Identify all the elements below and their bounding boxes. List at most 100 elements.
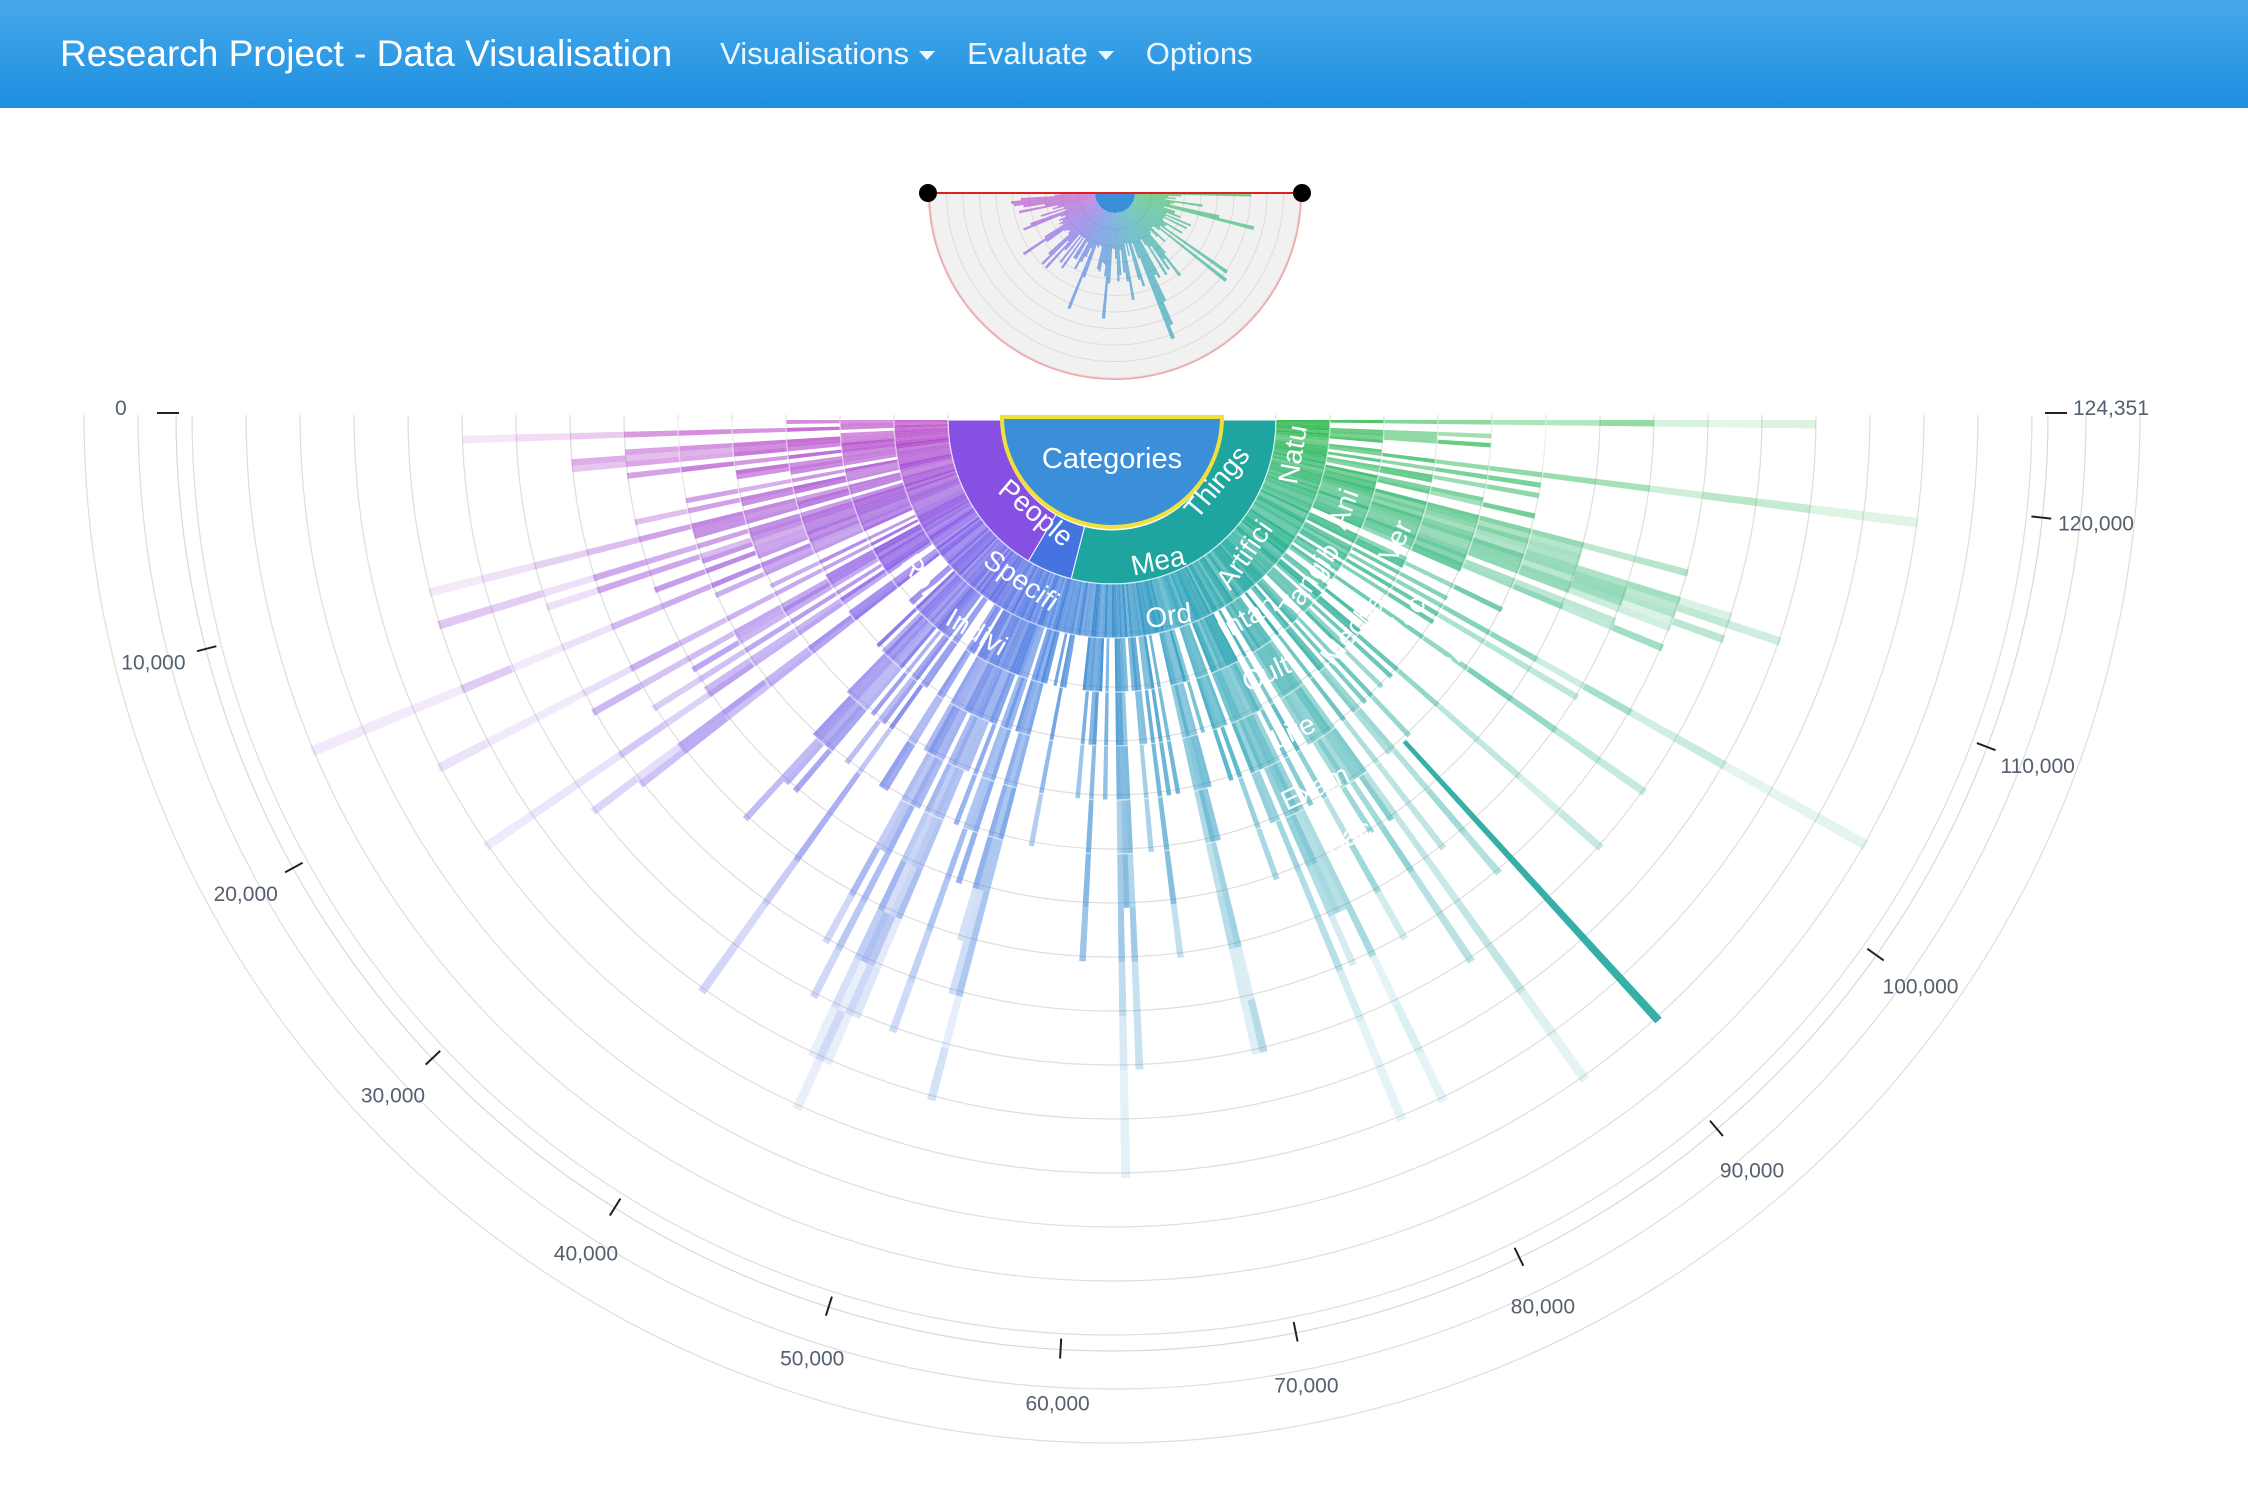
leaf-segment[interactable] xyxy=(585,536,640,557)
leaf-segment[interactable] xyxy=(1327,451,1382,463)
leaf-segment[interactable] xyxy=(895,623,935,667)
leaf-segment[interactable] xyxy=(1173,571,1197,622)
leaf-segment[interactable] xyxy=(902,464,955,483)
leaf-segment[interactable] xyxy=(839,569,887,602)
leaf-segment[interactable] xyxy=(1042,575,1062,628)
leaf-segment[interactable] xyxy=(1214,546,1251,590)
leaf-segment[interactable] xyxy=(1148,634,1162,689)
leaf-segment[interactable] xyxy=(624,446,680,456)
leaf-segment[interactable] xyxy=(729,902,768,951)
leaf-segment[interactable] xyxy=(1075,744,1085,799)
leaf-segment[interactable] xyxy=(1275,423,1330,428)
leaf-segment[interactable] xyxy=(1127,583,1136,637)
leaf-segment[interactable] xyxy=(1415,535,1468,560)
leaf-segment[interactable] xyxy=(1191,621,1215,674)
leaf-segment[interactable] xyxy=(1349,780,1385,829)
leaf-segment[interactable] xyxy=(821,543,872,572)
leaf-segment[interactable] xyxy=(901,463,955,480)
leaf-segment[interactable] xyxy=(945,525,988,563)
leaf-segment[interactable] xyxy=(812,695,854,738)
leaf-segment[interactable] xyxy=(969,544,1007,587)
leaf-segment[interactable] xyxy=(1266,472,1319,493)
leaf-segment[interactable] xyxy=(850,582,896,618)
leaf-segment[interactable] xyxy=(1159,632,1174,686)
leaf-segment[interactable] xyxy=(1413,539,1466,564)
leaf-segment[interactable] xyxy=(1416,531,1469,555)
leaf-segment[interactable] xyxy=(516,433,571,442)
leaf-segment[interactable] xyxy=(634,508,689,526)
leaf-segment[interactable] xyxy=(894,425,949,431)
leaf-segment[interactable] xyxy=(1462,563,1514,589)
leaf-segment[interactable] xyxy=(1009,621,1033,674)
leaf-segment[interactable] xyxy=(1101,583,1107,638)
leaf-segment[interactable] xyxy=(1311,504,1363,529)
leaf-segment[interactable] xyxy=(1184,624,1206,677)
leaf-segment[interactable] xyxy=(1324,587,1369,625)
leaf-segment[interactable] xyxy=(1322,857,1353,909)
leaf-segment[interactable] xyxy=(1157,687,1171,742)
leaf-segment[interactable] xyxy=(1201,556,1234,603)
leaf-segment[interactable] xyxy=(881,679,918,725)
leaf-segment[interactable] xyxy=(1275,420,1330,423)
leaf-segment[interactable] xyxy=(480,562,536,584)
leaf-segment[interactable] xyxy=(1250,506,1298,538)
leaf-segment[interactable] xyxy=(1477,739,1523,780)
leaf-segment[interactable] xyxy=(591,683,642,716)
leaf-segment[interactable] xyxy=(1189,563,1218,612)
leaf-segment[interactable] xyxy=(743,620,792,654)
leaf-segment[interactable] xyxy=(1267,764,1295,816)
leaf-segment[interactable] xyxy=(968,605,1000,653)
leaf-segment[interactable] xyxy=(1274,439,1329,449)
leaf-segment[interactable] xyxy=(1477,519,1531,540)
leaf-segment[interactable] xyxy=(733,447,788,457)
leaf-segment[interactable] xyxy=(1098,583,1105,638)
leaf-segment[interactable] xyxy=(1003,619,1028,671)
leaf-segment[interactable] xyxy=(1213,547,1249,592)
leaf-segment[interactable] xyxy=(1205,674,1228,727)
leaf-segment[interactable] xyxy=(1416,1051,1448,1104)
leaf-segment[interactable] xyxy=(1328,661,1368,705)
leaf-segment[interactable] xyxy=(1244,514,1290,549)
leaf-segment[interactable] xyxy=(1320,479,1374,498)
leaf-segment[interactable] xyxy=(1007,733,1027,787)
leaf-segment[interactable] xyxy=(1272,453,1326,468)
leaf-segment[interactable] xyxy=(854,908,884,961)
leaf-segment[interactable] xyxy=(1478,515,1533,535)
leaf-segment[interactable] xyxy=(1341,563,1389,596)
leaf-segment[interactable] xyxy=(942,522,986,559)
leaf-segment[interactable] xyxy=(1123,583,1131,638)
leaf-segment[interactable] xyxy=(1333,574,1381,609)
leaf-segment[interactable] xyxy=(1383,433,1438,440)
leaf-segment[interactable] xyxy=(917,494,967,522)
leaf-segment[interactable] xyxy=(1269,568,1312,608)
leaf-segment[interactable] xyxy=(1471,537,1525,560)
leaf-segment[interactable] xyxy=(1122,853,1130,908)
leaf-segment[interactable] xyxy=(1363,519,1416,543)
leaf-segment[interactable] xyxy=(1357,1019,1386,1073)
leaf-segment[interactable] xyxy=(1242,517,1287,553)
leaf-segment[interactable] xyxy=(1678,597,1733,621)
leaf-segment[interactable] xyxy=(907,694,940,743)
leaf-segment[interactable] xyxy=(707,662,755,698)
leaf-segment[interactable] xyxy=(917,817,944,870)
leaf-segment[interactable] xyxy=(1437,420,1492,425)
leaf-segment[interactable] xyxy=(1259,489,1310,515)
leaf-segment[interactable] xyxy=(907,929,933,983)
leaf-segment[interactable] xyxy=(1329,430,1384,437)
leaf-segment[interactable] xyxy=(997,786,1017,841)
leaf-segment[interactable] xyxy=(870,671,908,717)
leaf-segment[interactable] xyxy=(1206,552,1241,598)
leaf-segment[interactable] xyxy=(1236,525,1279,563)
leaf-segment[interactable] xyxy=(818,537,869,565)
leaf-segment[interactable] xyxy=(944,591,980,637)
leaf-segment[interactable] xyxy=(1370,695,1412,738)
leaf-segment[interactable] xyxy=(1422,635,1470,671)
leaf-segment[interactable] xyxy=(1325,459,1380,473)
leaf-segment[interactable] xyxy=(1367,510,1420,532)
leaf-segment[interactable] xyxy=(1085,582,1095,637)
leaf-segment[interactable] xyxy=(1118,961,1127,1016)
leaf-segment[interactable] xyxy=(910,481,961,505)
leaf-segment[interactable] xyxy=(888,979,915,1034)
leaf-segment[interactable] xyxy=(904,470,957,490)
leaf-segment[interactable] xyxy=(838,960,868,1013)
